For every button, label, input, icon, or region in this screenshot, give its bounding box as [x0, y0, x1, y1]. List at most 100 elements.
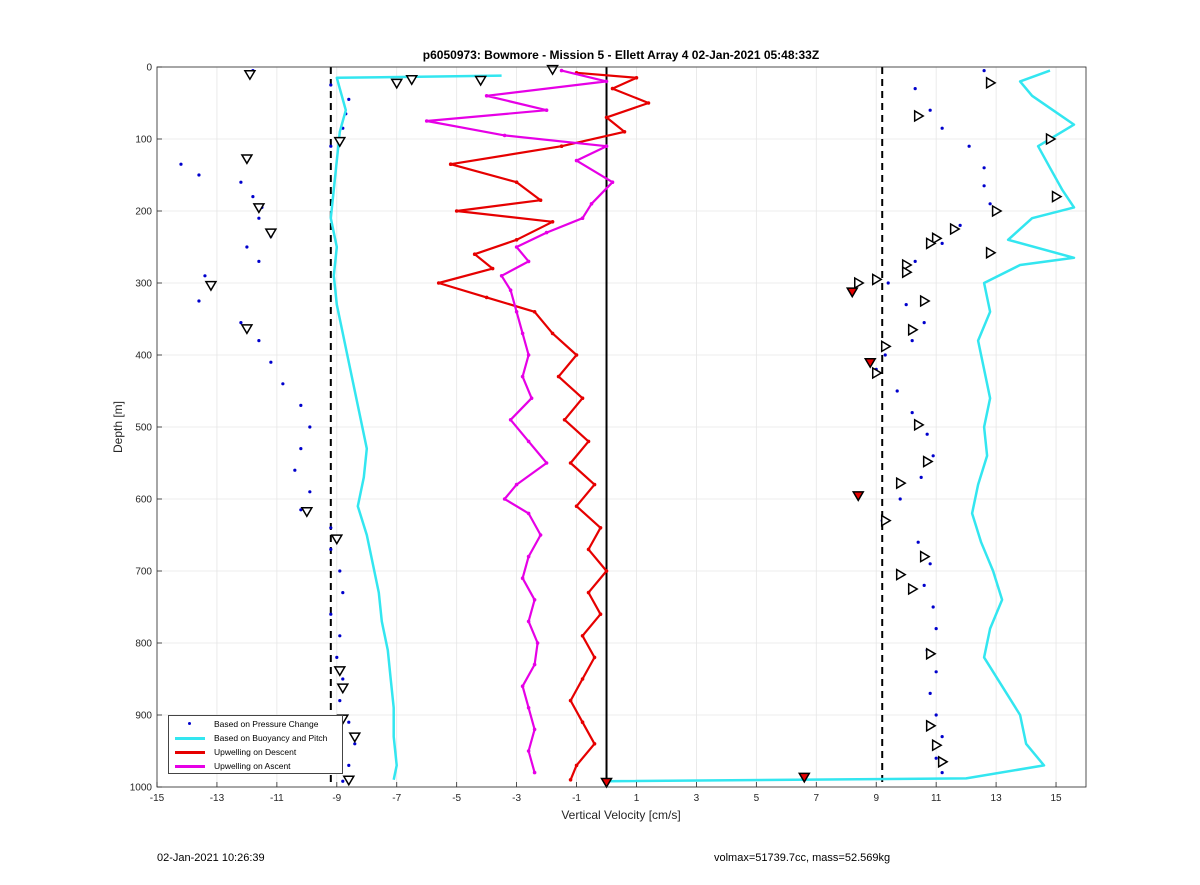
upwelling-on-ascent-point: [508, 288, 513, 293]
upwelling-on-descent-point: [592, 655, 597, 660]
based-on-pressure-change-point: [197, 173, 201, 177]
based-on-pressure-change-point: [179, 162, 183, 166]
upwelling-on-descent-point: [562, 418, 567, 422]
upwelling-on-ascent-point: [502, 497, 507, 501]
based-on-pressure-change-point: [299, 447, 303, 451]
based-on-pressure-change-point: [967, 144, 971, 148]
upwelling-on-descent-point: [550, 220, 555, 224]
ascent-marker: [853, 276, 865, 290]
ascent-marker: [925, 237, 937, 250]
legend-label: Upwelling on Ascent: [214, 761, 291, 771]
upwelling-on-descent-point: [586, 590, 591, 595]
based-on-pressure-change-point: [922, 583, 926, 588]
legend-label: Based on Pressure Change: [214, 719, 319, 729]
upwelling-on-ascent-point: [484, 94, 489, 98]
y-tick-label: 800: [135, 639, 152, 650]
legend-item-pressure: Based on Pressure Change: [169, 718, 342, 732]
based-on-pressure-change-point: [925, 432, 929, 436]
ascent-marker: [931, 738, 943, 752]
ascent-marker: [871, 273, 883, 286]
based-on-pressure-change-point: [239, 321, 243, 325]
ascent-marker: [991, 204, 1003, 218]
based-on-pressure-change-point: [910, 339, 914, 343]
y-tick-label: 0: [146, 63, 152, 74]
ascent-marker: [901, 258, 913, 272]
ascent-marker: [925, 719, 937, 733]
ascent-marker: [895, 568, 907, 581]
based-on-pressure-change-point: [338, 634, 342, 638]
upwelling-on-descent-point: [586, 439, 591, 444]
based-on-pressure-change-point: [347, 97, 351, 101]
upwelling-on-ascent-point: [559, 68, 564, 73]
based-on-pressure-change-point: [883, 353, 887, 357]
upwelling-on-ascent-point: [526, 554, 531, 559]
upwelling-on-ascent-point: [589, 202, 594, 206]
x-tick-label: -3: [512, 793, 521, 804]
based-on-pressure-change-point: [329, 526, 333, 530]
red-marker: [851, 491, 865, 502]
based-on-pressure-change-point: [913, 87, 917, 91]
upwelling-on-descent-point: [436, 281, 441, 285]
upwelling-on-descent-point: [580, 396, 585, 401]
upwelling-on-descent-point: [592, 742, 597, 746]
legend-item-buoyancy: Based on Buoyancy and Pitch: [169, 732, 342, 746]
x-axis: -15 -13 -11 -9 -7 -5 -3 -1 1 3 5 7 9 11 13 15: [150, 782, 1062, 804]
based-on-pressure-change-point: [886, 281, 890, 285]
upwelling-on-ascent-point: [508, 418, 513, 422]
ascent-marker: [985, 246, 997, 260]
upwelling-on-descent-point: [568, 461, 573, 465]
upwelling-on-descent-point: [454, 209, 459, 213]
upwelling-on-descent-point: [598, 612, 603, 616]
upwelling-on-ascent-point: [526, 511, 531, 516]
x-tick-label: -13: [210, 793, 225, 804]
based-on-pressure-change-point: [329, 612, 333, 616]
upwelling-on-descent-point: [490, 266, 495, 271]
upwelling-on-ascent-point: [520, 374, 525, 379]
based-on-pressure-change-point: [341, 677, 345, 681]
based-on-pressure-change-point: [958, 223, 962, 227]
descent-marker: [342, 775, 356, 787]
ascent-marker: [1051, 190, 1063, 203]
upwelling-on-ascent-point: [526, 749, 531, 753]
x-tick-label: 9: [873, 793, 879, 804]
descent-marker: [204, 280, 218, 292]
upwelling-on-ascent-point: [538, 533, 543, 537]
descent-marker: [243, 69, 257, 81]
x-tick-label: 5: [754, 793, 760, 804]
upwelling-on-ascent-point: [526, 439, 531, 444]
based-on-pressure-change-point: [293, 468, 297, 472]
upwelling-on-ascent-point: [526, 706, 531, 710]
upwelling-on-ascent-point: [520, 331, 525, 336]
based-on-pressure-change-point: [299, 403, 303, 407]
based-on-pressure-change-point: [988, 202, 992, 206]
based-on-pressure-change-point: [940, 126, 944, 130]
y-tick-label: 400: [135, 351, 152, 362]
upwelling-on-ascent-point: [529, 396, 534, 401]
upwelling-on-descent-point: [568, 778, 573, 782]
upwelling-on-descent-line: [437, 71, 650, 781]
ascent-marker: [871, 366, 883, 380]
based-on-pressure-change-point: [940, 771, 944, 775]
based-on-pressure-change-point: [281, 382, 285, 386]
upwelling-on-ascent-point: [514, 245, 519, 249]
ascent-marker: [913, 418, 925, 432]
upwelling-on-ascent-point: [604, 79, 609, 84]
upwelling-on-ascent-point: [544, 108, 549, 112]
based-on-pressure-change-point: [982, 166, 986, 170]
legend-swatch: [175, 737, 205, 740]
based-on-pressure-change-point: [982, 184, 986, 188]
based-on-pressure-change-point: [898, 497, 902, 501]
based-on-pressure-change-point: [203, 274, 207, 278]
upwelling-on-ascent-point: [535, 641, 540, 645]
upwelling-on-ascent-point: [526, 619, 531, 624]
ascent-marker: [925, 647, 937, 661]
red-marker: [845, 287, 859, 299]
based-on-pressure-change-point: [308, 490, 312, 494]
ascent-marker: [1045, 132, 1057, 146]
y-tick-label: 100: [135, 135, 152, 146]
upwelling-on-descent-point: [580, 677, 585, 681]
marker-layer: [204, 64, 1063, 789]
upwelling-on-descent-point: [538, 198, 543, 202]
x-tick-label: 11: [931, 793, 942, 804]
